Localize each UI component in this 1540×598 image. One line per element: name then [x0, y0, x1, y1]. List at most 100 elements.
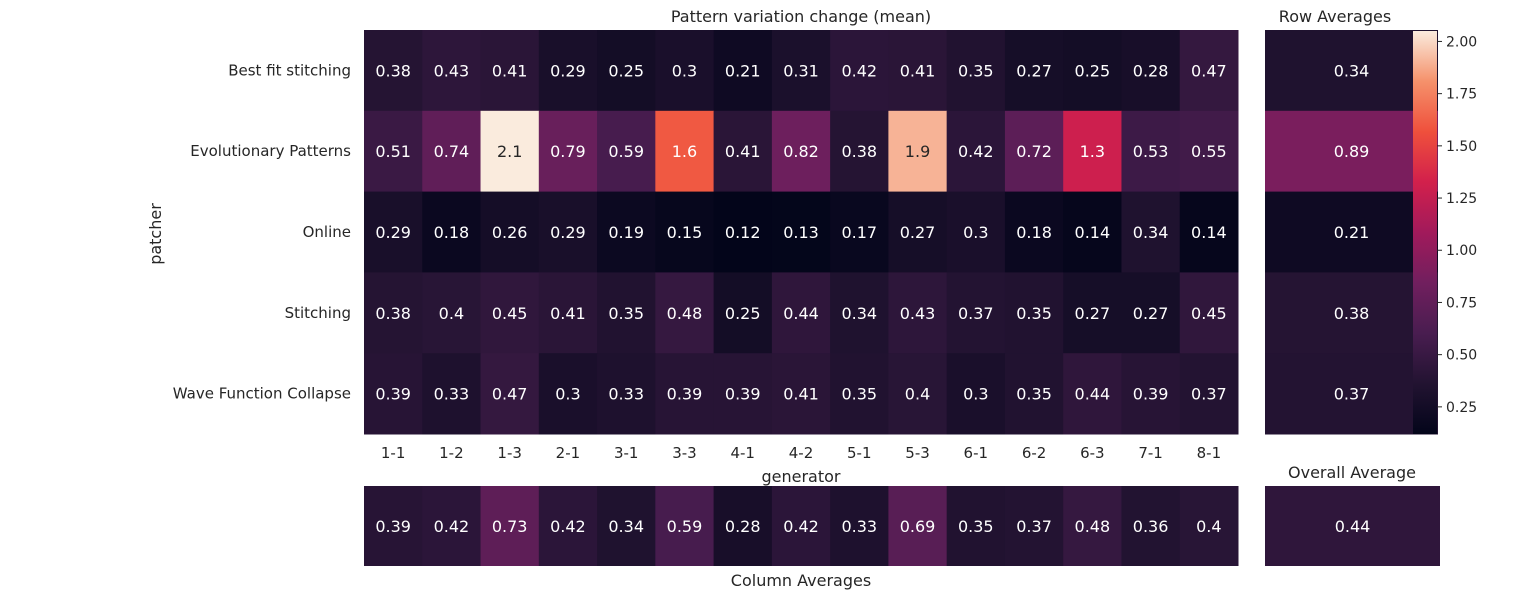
column-average-cell [1121, 486, 1181, 566]
column-average-cell [480, 486, 540, 566]
heatmap-cell [830, 272, 889, 354]
heatmap-cell [771, 353, 831, 435]
row-average-cell [1265, 272, 1438, 354]
heatmap-cell [1063, 353, 1122, 435]
colorbar-tick-label: 1.75 [1446, 87, 1477, 103]
heatmap-cell [538, 30, 598, 112]
heatmap-cell-label: 0.38 [841, 142, 877, 161]
column-average-label: 0.73 [492, 517, 528, 536]
heatmap-cell [771, 272, 831, 354]
heatmap-cell-label: 0.3 [963, 223, 988, 242]
heatmap-cell-label: 0.17 [841, 223, 877, 242]
column-average-label: 0.69 [900, 517, 936, 536]
x-tick-label: 8-1 [1197, 444, 1222, 462]
row-average-label: 0.89 [1334, 142, 1370, 161]
heatmap-cell-label: 0.26 [492, 223, 528, 242]
heatmap-cell-label: 0.14 [1075, 223, 1111, 242]
heatmap-cell-label: 0.25 [1075, 61, 1111, 80]
heatmap-cell-label: 0.34 [841, 304, 877, 323]
heatmap-cell [1179, 191, 1239, 273]
heatmap-cell [597, 353, 656, 435]
heatmap-cell [888, 191, 948, 273]
heatmap-cell [713, 30, 773, 112]
heatmap-cell-label: 0.33 [434, 385, 470, 404]
heatmap-cell-label: 0.45 [1191, 304, 1227, 323]
heatmap-cell-label: 0.27 [1133, 304, 1169, 323]
heatmap-cell-label: 0.48 [667, 304, 703, 323]
heatmap-cell-label: 0.35 [958, 61, 994, 80]
heatmap-cell-label: 0.35 [608, 304, 644, 323]
heatmap-cell-label: 0.27 [1075, 304, 1111, 323]
y-tick-label: Wave Function Collapse [173, 385, 351, 403]
heatmap-cell-label: 0.35 [841, 385, 877, 404]
heatmap-cell [655, 110, 715, 193]
heatmap-cell [538, 353, 598, 435]
heatmap-cell [364, 191, 423, 273]
heatmap-cell [1179, 272, 1239, 354]
x-tick-label: 3-3 [672, 444, 697, 462]
colorbar-gradient [1413, 31, 1437, 434]
heatmap-cell [946, 353, 1006, 435]
heatmap-cell [713, 272, 773, 354]
heatmap-cell-label: 0.51 [375, 142, 411, 161]
heatmap-cell-label: 2.1 [497, 142, 522, 161]
heatmap-cell [1004, 191, 1064, 273]
column-average-label: 0.42 [783, 517, 819, 536]
x-tick-label: 1-2 [439, 444, 464, 462]
x-tick-label: 5-1 [847, 444, 872, 462]
heatmap-cell-label: 0.31 [783, 61, 819, 80]
heatmap-cell-label: 0.29 [550, 223, 586, 242]
column-averages-panel: 0.39 0.42 0.73 0.42 0.34 0.59 0.28 0.42 0.33 0.69… [364, 486, 1239, 566]
heatmap-cell-label: 0.82 [783, 142, 819, 161]
heatmap-cell-label: 0.43 [900, 304, 936, 323]
heatmap-cell-label: 0.3 [672, 61, 697, 80]
heatmap-cell [655, 272, 715, 354]
heatmap-cell [364, 353, 423, 435]
heatmap-cell [1004, 30, 1064, 112]
heatmap-cell-label: 0.45 [492, 304, 528, 323]
heatmap-cell [422, 272, 482, 354]
heatmap-cell [946, 272, 1006, 354]
heatmap-cell-label: 0.15 [667, 223, 703, 242]
heatmap-cell-label: 1.3 [1080, 142, 1105, 161]
heatmap-cell [888, 353, 948, 435]
colorbar-tick-label: 0.75 [1446, 295, 1477, 311]
x-tick-labels: 1-1 1-2 1-3 2-1 3-1 3-3 4-1 4-2 5-1 5-3 6-1 6-2 6-3 7… [381, 444, 1221, 462]
heatmap-cell [888, 110, 948, 193]
heatmap-cell [830, 191, 889, 273]
heatmap-cell-label: 0.41 [492, 61, 528, 80]
heatmap-cell [713, 353, 773, 435]
x-tick-label: 6-2 [1022, 444, 1047, 462]
heatmap-cell-label: 0.3 [555, 385, 580, 404]
row-average-cell [1265, 110, 1438, 193]
heatmap-cell [597, 191, 656, 273]
heatmap-cell-label: 0.35 [1016, 304, 1052, 323]
heatmap-cell [713, 191, 773, 273]
heatmap-cell [830, 30, 889, 112]
heatmap-cell-label: 0.41 [783, 385, 819, 404]
column-average-cell [1179, 486, 1239, 566]
heatmap-cell-label: 0.41 [725, 142, 761, 161]
heatmap-cell [597, 272, 656, 354]
heatmap-cell [946, 110, 1006, 193]
column-average-label: 0.39 [375, 517, 411, 536]
column-average-cell [655, 486, 715, 566]
heatmap-cell [422, 30, 482, 112]
heatmap-cell-label: 0.53 [1133, 142, 1169, 161]
heatmap-cell [364, 30, 423, 112]
heatmap-cell-label: 0.27 [900, 223, 936, 242]
colorbar: 0.25 0.50 0.75 1.00 1.25 1.50 1.75 2.00 [1413, 31, 1477, 434]
y-tick-label: Evolutionary Patterns [190, 142, 351, 160]
heatmap-cell-label: 0.29 [375, 223, 411, 242]
column-average-cell [422, 486, 482, 566]
column-average-cell [1063, 486, 1122, 566]
heatmap-cell-label: 0.37 [1191, 385, 1227, 404]
x-tick-label: 5-3 [905, 444, 930, 462]
heatmap-cell [1121, 353, 1181, 435]
overall-average-title: Overall Average [1288, 463, 1416, 482]
heatmap-cell-label: 0.72 [1016, 142, 1052, 161]
heatmap-cell-label: 0.4 [439, 304, 464, 323]
heatmap-cell [713, 110, 773, 193]
heatmap-cell-label: 0.39 [1133, 385, 1169, 404]
